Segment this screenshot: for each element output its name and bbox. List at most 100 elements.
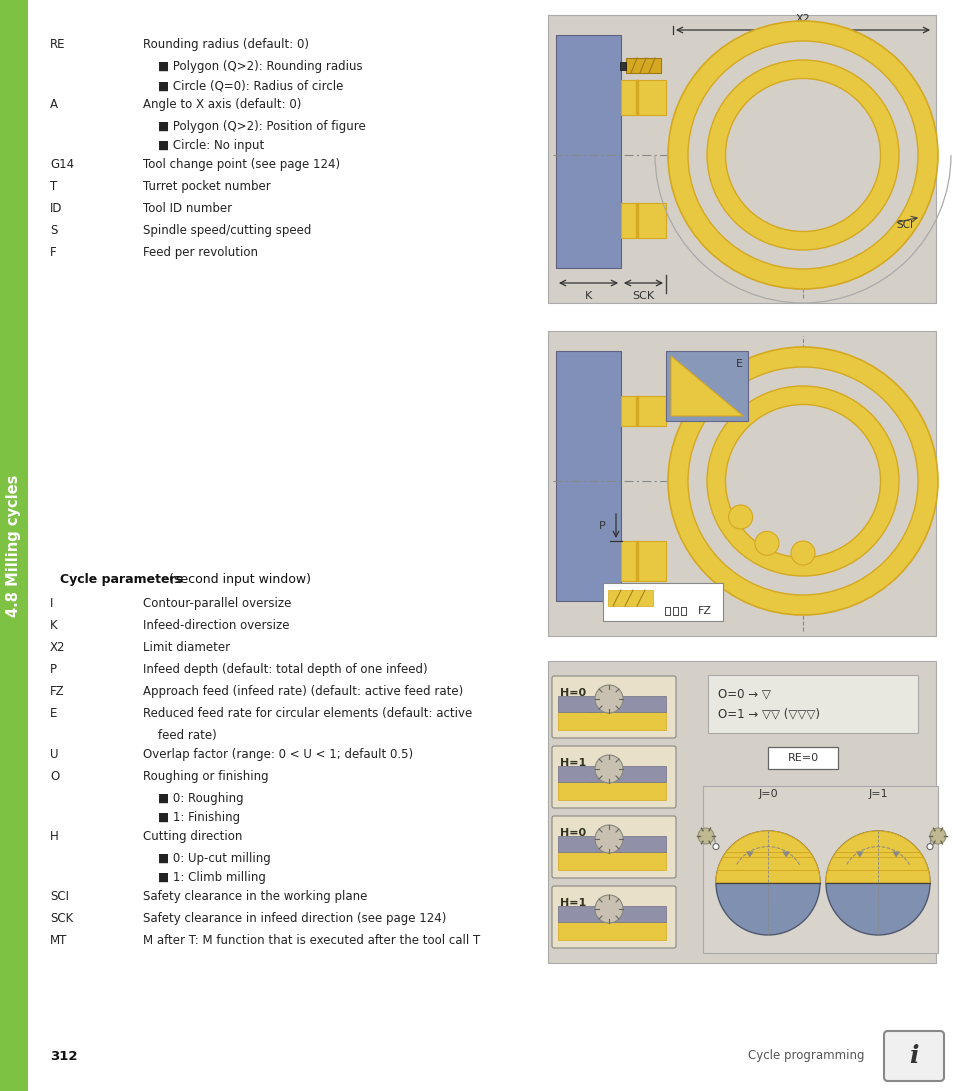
Text: ■ Circle (Q=0): Radius of circle: ■ Circle (Q=0): Radius of circle <box>158 79 343 92</box>
Text: ■ 1: Climb milling: ■ 1: Climb milling <box>158 871 266 884</box>
Text: H=1: H=1 <box>559 898 586 908</box>
Polygon shape <box>891 851 900 858</box>
Text: Safety clearance in infeed direction (see page 124): Safety clearance in infeed direction (se… <box>143 912 446 925</box>
Bar <box>625 58 660 73</box>
Bar <box>547 331 935 636</box>
Bar <box>607 590 652 606</box>
Text: SCK: SCK <box>50 912 73 925</box>
Circle shape <box>595 755 622 783</box>
Text: Feed per revolution: Feed per revolution <box>143 245 257 259</box>
Circle shape <box>712 843 719 850</box>
Text: U: U <box>50 748 58 762</box>
Text: ■ 1: Finishing: ■ 1: Finishing <box>158 811 240 824</box>
Bar <box>0 0 28 1091</box>
Text: A: A <box>50 98 58 111</box>
Text: Cutting direction: Cutting direction <box>143 830 242 843</box>
Ellipse shape <box>667 347 937 615</box>
Bar <box>556 351 620 601</box>
FancyBboxPatch shape <box>552 676 676 738</box>
Text: T: T <box>50 180 57 193</box>
Ellipse shape <box>724 405 880 558</box>
Text: Turret pocket number: Turret pocket number <box>143 180 271 193</box>
Bar <box>664 607 669 615</box>
Text: I: I <box>50 597 53 610</box>
Text: Reduced feed rate for circular elements (default: active: Reduced feed rate for circular elements … <box>143 707 472 720</box>
Bar <box>620 396 665 425</box>
Bar <box>558 712 665 730</box>
Polygon shape <box>745 851 753 858</box>
Text: feed rate): feed rate) <box>158 729 216 742</box>
Polygon shape <box>670 356 742 416</box>
Text: S: S <box>50 224 57 237</box>
Text: O=1 → ▽▽ (▽▽▽): O=1 → ▽▽ (▽▽▽) <box>718 707 820 720</box>
Text: Roughing or finishing: Roughing or finishing <box>143 770 269 783</box>
Text: F: F <box>50 245 56 259</box>
Text: P: P <box>598 521 605 531</box>
Text: MT: MT <box>50 934 68 947</box>
Bar <box>665 351 747 421</box>
Bar <box>636 203 639 238</box>
Bar <box>702 786 937 954</box>
Text: Approach feed (infeed rate) (default: active feed rate): Approach feed (infeed rate) (default: ac… <box>143 685 463 698</box>
Ellipse shape <box>687 367 917 595</box>
Text: RE=0: RE=0 <box>786 753 818 763</box>
Text: Overlap factor (range: 0 < U < 1; default 0.5): Overlap factor (range: 0 < U < 1; defaul… <box>143 748 413 762</box>
Text: X2: X2 <box>50 642 66 654</box>
Text: H=0: H=0 <box>559 688 585 698</box>
Text: Cycle programming: Cycle programming <box>747 1050 863 1063</box>
Text: H=0: H=0 <box>559 828 585 838</box>
Bar <box>636 80 639 115</box>
Text: P: P <box>50 663 57 676</box>
Text: M after T: M function that is executed after the tool call T: M after T: M function that is executed a… <box>143 934 479 947</box>
Text: FZ: FZ <box>698 606 711 616</box>
Ellipse shape <box>706 386 898 576</box>
Polygon shape <box>756 427 849 535</box>
Text: Tool change point (see page 124): Tool change point (see page 124) <box>143 158 340 171</box>
Text: 4.8 Milling cycles: 4.8 Milling cycles <box>7 475 22 618</box>
Circle shape <box>926 843 932 850</box>
Bar <box>558 922 665 940</box>
FancyBboxPatch shape <box>552 886 676 948</box>
Text: Safety clearance in the working plane: Safety clearance in the working plane <box>143 890 367 903</box>
Text: (second input window): (second input window) <box>165 573 311 586</box>
Circle shape <box>595 825 622 853</box>
Circle shape <box>716 831 820 935</box>
Bar <box>620 80 665 115</box>
Circle shape <box>929 828 945 844</box>
Bar <box>680 607 685 615</box>
Text: E: E <box>50 707 57 720</box>
Bar <box>619 62 625 70</box>
Circle shape <box>595 685 622 714</box>
Text: Contour-parallel oversize: Contour-parallel oversize <box>143 597 291 610</box>
Text: ■ 0: Roughing: ■ 0: Roughing <box>158 792 243 805</box>
Bar <box>636 396 639 425</box>
Ellipse shape <box>667 21 937 289</box>
Circle shape <box>754 531 779 555</box>
Bar <box>636 541 639 582</box>
Bar <box>547 661 935 963</box>
Circle shape <box>825 831 929 935</box>
Text: J=1: J=1 <box>867 789 887 799</box>
Bar <box>558 766 665 782</box>
Text: ■ 0: Up-cut milling: ■ 0: Up-cut milling <box>158 852 271 865</box>
Text: Limit diameter: Limit diameter <box>143 642 230 654</box>
Text: ■ Polygon (Q>2): Position of figure: ■ Polygon (Q>2): Position of figure <box>158 120 365 133</box>
Text: Tool ID number: Tool ID number <box>143 202 232 215</box>
Circle shape <box>595 895 622 923</box>
Ellipse shape <box>724 79 880 231</box>
FancyBboxPatch shape <box>883 1031 943 1081</box>
Text: K: K <box>584 291 592 301</box>
Text: ■ Circle: No input: ■ Circle: No input <box>158 139 264 152</box>
Text: ID: ID <box>50 202 63 215</box>
Bar <box>558 906 665 922</box>
Polygon shape <box>756 101 849 209</box>
Text: SCI: SCI <box>50 890 69 903</box>
Text: K: K <box>50 619 57 632</box>
Circle shape <box>790 541 814 565</box>
Bar <box>558 782 665 800</box>
Polygon shape <box>743 87 861 223</box>
Text: 312: 312 <box>50 1050 77 1063</box>
Text: O=0 → ▽: O=0 → ▽ <box>718 687 770 700</box>
FancyBboxPatch shape <box>552 816 676 878</box>
Bar <box>620 203 665 238</box>
